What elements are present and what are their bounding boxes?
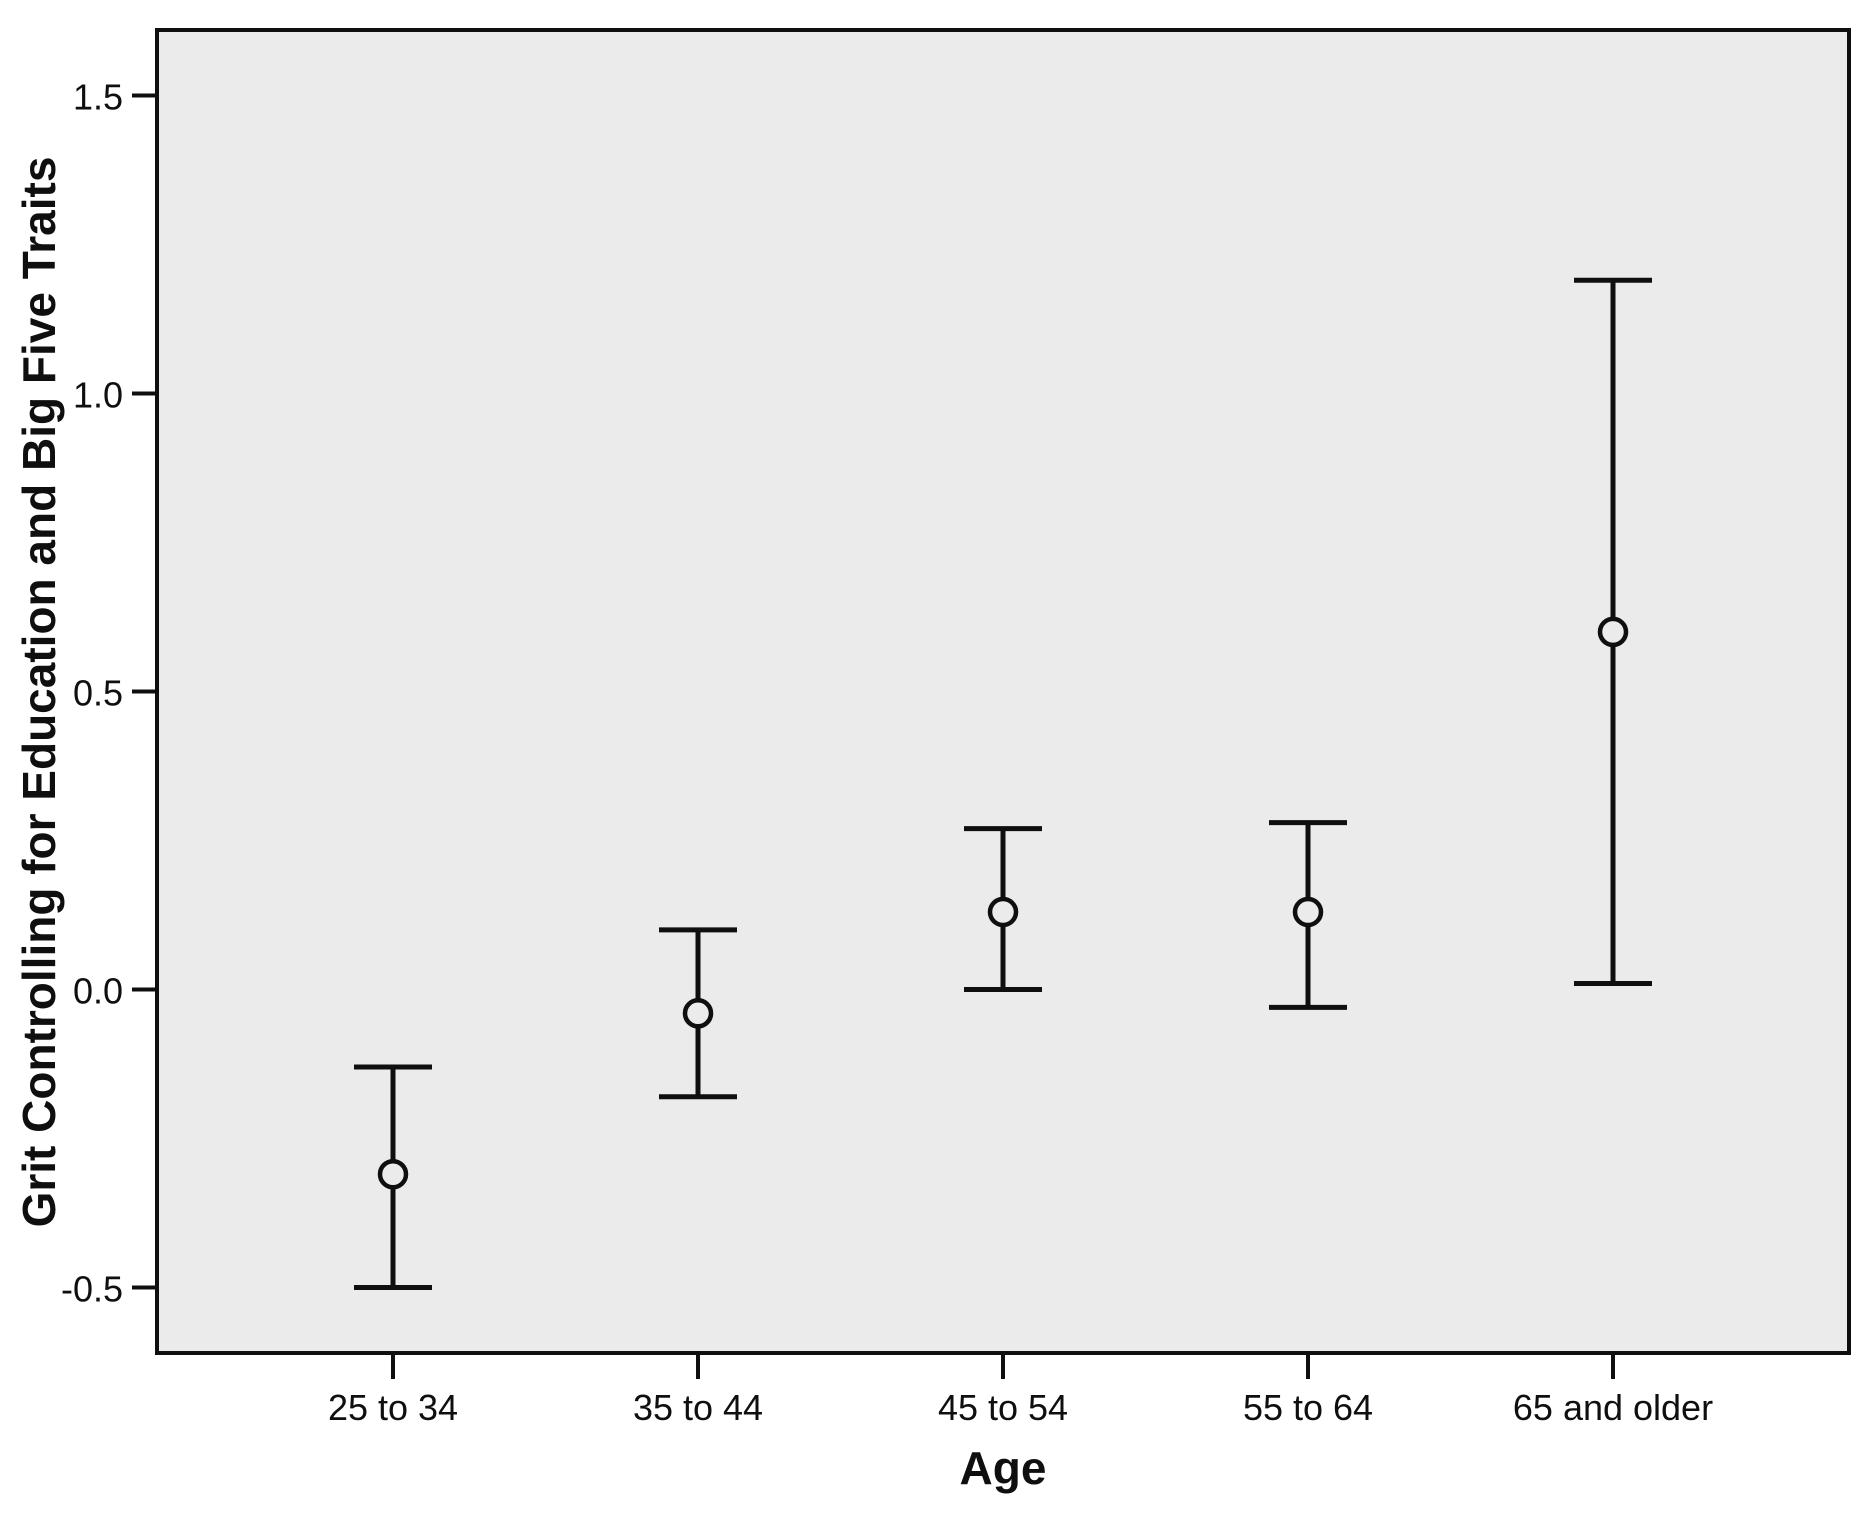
mean-marker: [682, 998, 714, 1029]
y-tick-label: 1.0: [73, 374, 123, 415]
mean-marker: [377, 1158, 409, 1190]
x-tick-label: 35 to 44: [633, 1387, 763, 1428]
y-tick-label: 1.5: [73, 76, 123, 117]
y-tick-label: 0.0: [73, 970, 123, 1011]
x-tick-label: 25 to 34: [328, 1387, 458, 1428]
x-tick-label: 65 and older: [1513, 1387, 1713, 1428]
y-tick-label: 0.5: [73, 672, 123, 713]
x-tick-label: 55 to 64: [1243, 1387, 1373, 1428]
plot-area: [157, 30, 1849, 1353]
x-tick-label: 45 to 54: [938, 1387, 1068, 1428]
y-tick-label: -0.5: [61, 1268, 123, 1309]
mean-marker: [1597, 616, 1629, 648]
plot-border: [155, 28, 1851, 1355]
chart-layers: 1.5 1.0 0.5 0.0 -0.5 25 to 34 35 to 44 45 to 54…: [61, 28, 1851, 1428]
x-axis-title: Age: [960, 1442, 1047, 1494]
y-axis-title: Grit Controlling for Education and Big F…: [13, 157, 65, 1228]
mean-marker: [1292, 896, 1324, 928]
mean-marker: [987, 896, 1019, 928]
